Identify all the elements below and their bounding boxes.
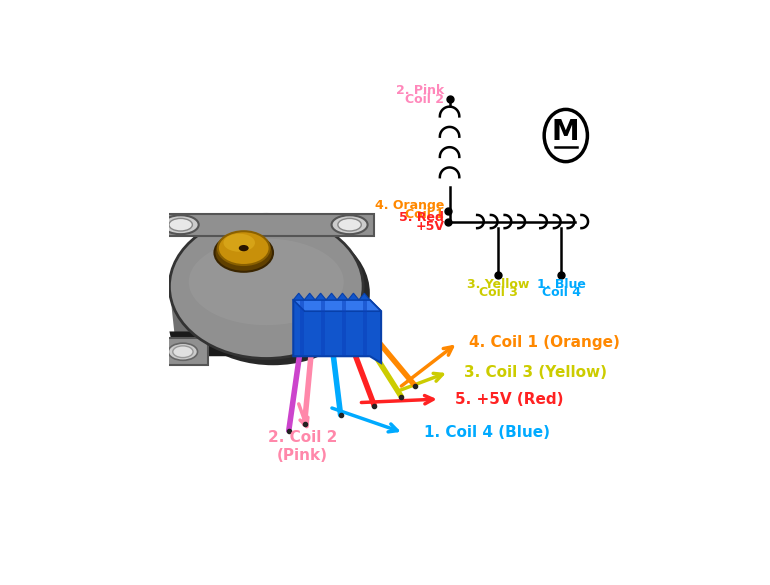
Text: 4. Coil 1 (Orange): 4. Coil 1 (Orange) xyxy=(469,335,620,350)
Polygon shape xyxy=(160,214,374,236)
Text: M: M xyxy=(552,118,580,146)
Polygon shape xyxy=(363,300,367,356)
Text: 3. Yellow: 3. Yellow xyxy=(467,278,530,291)
Text: 1. Blue: 1. Blue xyxy=(537,278,586,291)
Ellipse shape xyxy=(544,109,588,161)
Text: Coil 1: Coil 1 xyxy=(405,208,444,221)
Polygon shape xyxy=(300,300,303,356)
Polygon shape xyxy=(293,300,381,363)
Text: Coil 2: Coil 2 xyxy=(405,93,444,106)
Ellipse shape xyxy=(172,346,193,357)
Text: 5. Red: 5. Red xyxy=(400,211,444,225)
Text: 4. Orange: 4. Orange xyxy=(375,199,444,212)
Ellipse shape xyxy=(169,343,198,360)
Ellipse shape xyxy=(214,233,273,272)
Ellipse shape xyxy=(169,214,363,359)
Text: 5. +5V (Red): 5. +5V (Red) xyxy=(455,391,564,407)
Text: 3. Coil 3 (Yellow): 3. Coil 3 (Yellow) xyxy=(464,364,608,380)
Polygon shape xyxy=(160,338,208,365)
Polygon shape xyxy=(169,287,370,349)
Polygon shape xyxy=(348,293,359,300)
Text: 2. Coil 2
(Pink): 2. Coil 2 (Pink) xyxy=(268,430,337,463)
Text: +5V: +5V xyxy=(415,221,444,233)
Polygon shape xyxy=(169,332,369,356)
Ellipse shape xyxy=(332,215,367,234)
Text: Coil 4: Coil 4 xyxy=(542,285,581,299)
Polygon shape xyxy=(337,293,348,300)
Ellipse shape xyxy=(176,221,370,365)
Polygon shape xyxy=(342,300,346,356)
Ellipse shape xyxy=(218,231,270,265)
Polygon shape xyxy=(304,293,315,300)
Polygon shape xyxy=(293,300,381,311)
Text: 2. Pink: 2. Pink xyxy=(396,84,444,97)
Ellipse shape xyxy=(223,234,255,252)
Ellipse shape xyxy=(189,239,343,325)
Ellipse shape xyxy=(169,218,192,231)
Text: Coil 3: Coil 3 xyxy=(479,285,517,299)
Ellipse shape xyxy=(239,245,249,252)
Polygon shape xyxy=(326,293,337,300)
Ellipse shape xyxy=(338,218,361,231)
Polygon shape xyxy=(359,293,370,300)
Ellipse shape xyxy=(162,215,199,234)
Polygon shape xyxy=(315,293,326,300)
Text: 1. Coil 4 (Blue): 1. Coil 4 (Blue) xyxy=(424,425,550,441)
Polygon shape xyxy=(321,300,325,356)
Polygon shape xyxy=(293,293,304,300)
